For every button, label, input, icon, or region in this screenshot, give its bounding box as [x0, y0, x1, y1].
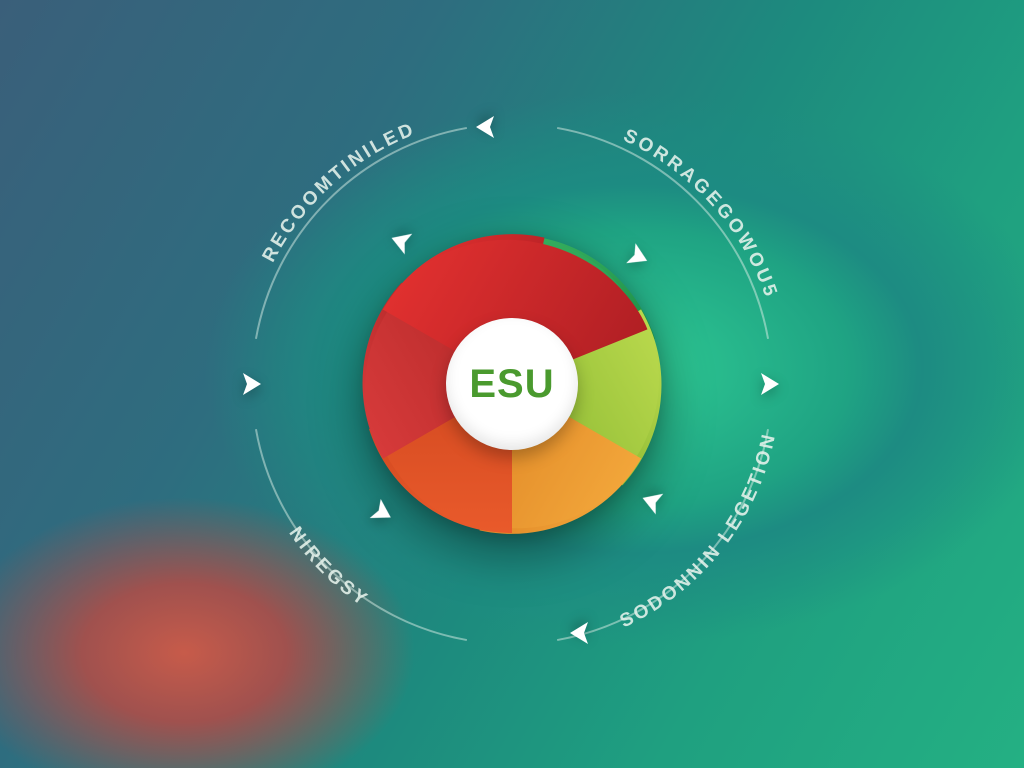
cycle-arrow-icon: [755, 369, 785, 399]
center-label: ESU: [469, 362, 554, 407]
diagram-stage: SORRAGEGOWOU5SODONNIN LEGETIONNIREGSYREC…: [0, 0, 1024, 768]
cycle-arrow-icon: [237, 369, 267, 399]
cycle-arrow-icon: [470, 112, 500, 142]
center-hub: ESU: [446, 318, 578, 450]
cycle-arrow-icon: [564, 618, 594, 648]
diagram-center-wrap: SORRAGEGOWOU5SODONNIN LEGETIONNIREGSYREC…: [192, 64, 832, 704]
